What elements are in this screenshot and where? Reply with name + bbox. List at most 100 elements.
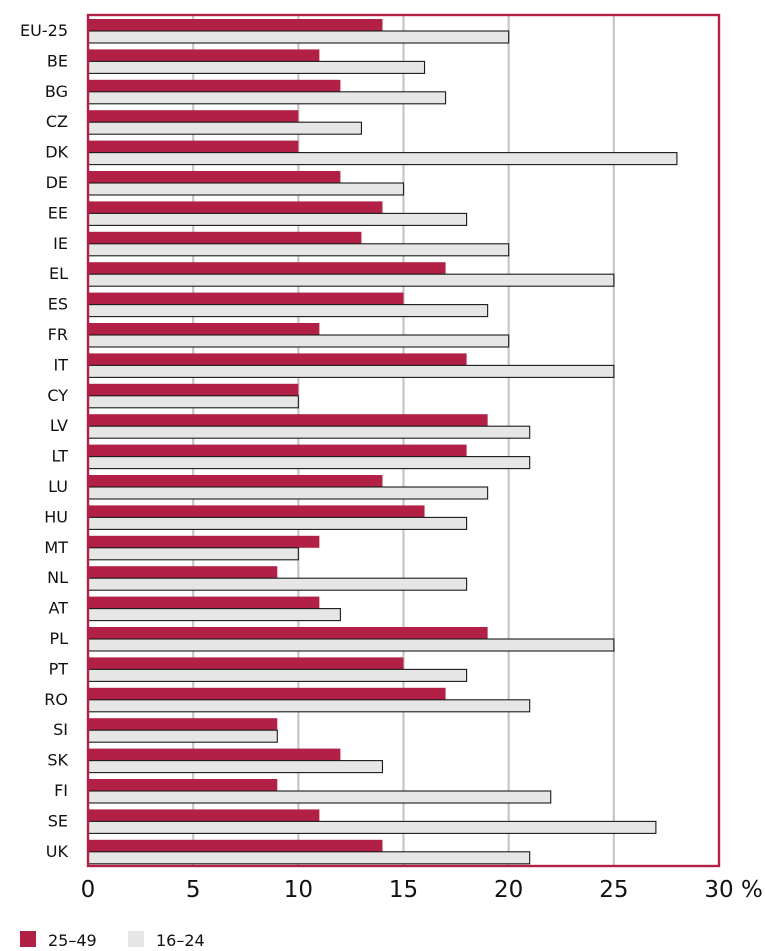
x-tick-label: 25 [599,877,628,903]
bar-16-24-RO [87,699,531,713]
category-label: SK [47,751,68,770]
bar-25-49-PL [88,627,488,639]
legend-label-16-24: 16–24 [156,931,205,950]
bar-25-49-IT [88,353,467,366]
bar-25-49-IE [88,231,362,244]
category-label: SE [48,811,68,830]
bar-16-24-ES [87,304,489,318]
bars [87,19,678,865]
bar-16-24-LT [87,456,531,470]
category-label: BG [45,82,68,101]
bar-25-49-CZ [88,110,299,123]
bar-16-24-LU [87,486,489,500]
x-tick-label: 5 [186,877,201,903]
bar-25-49-EU-25 [88,19,383,31]
bar-16-24-SK [87,760,384,774]
bar-16-24-BG [87,91,447,105]
category-label: IT [54,355,69,374]
category-label: DE [46,173,68,192]
bar-16-24-IT [87,364,615,378]
bar-25-49-DE [88,171,341,183]
category-label: EL [49,264,68,283]
x-tick-label: 10 [284,877,313,903]
bar-25-49-LU [88,475,383,487]
x-tick-label: 15 [389,877,418,903]
category-label: PL [49,629,68,648]
bar-25-49-LV [88,414,488,427]
category-label: CZ [46,112,68,131]
bar-16-24-HU [87,516,468,530]
x-tick-label: 0 [81,877,96,903]
bar-16-24-UK [87,851,531,865]
category-label: UK [46,842,69,861]
category-label: NL [47,568,68,587]
category-label: LV [50,416,68,435]
category-label: LU [48,477,68,496]
bar-25-49-UK [88,839,383,852]
bar-16-24-CY [87,395,299,409]
category-labels: EU-25 BE BG CZ DK DE EE IE EL ES FR IT CY LV LT LU HU MT N… [20,21,68,861]
bar-16-24-FR [87,334,510,348]
bar-25-49-NL [88,566,278,579]
legend: 25–49 16–24 [20,931,205,950]
bar-25-49-HU [88,505,425,518]
bar-16-24-SI [87,729,278,743]
category-label: FR [48,325,68,344]
category-label: BE [47,51,68,70]
category-label: MT [44,538,68,557]
bar-25-49-AT [88,596,320,609]
bar-25-49-EL [88,262,446,275]
category-label: HU [44,507,68,526]
bar-25-49-ES [88,292,404,305]
bar-25-49-FR [88,323,320,335]
category-label: IE [53,234,68,253]
bar-16-24-EE [87,212,468,226]
bar-16-24-DK [87,152,678,166]
bar-16-24-BE [87,60,426,74]
x-tick-labels: 0 5 10 15 20 25 30% [81,877,763,903]
bar-16-24-FI [87,790,552,804]
bar-25-49-PT [88,657,404,670]
category-label: RO [44,690,68,709]
bar-16-24-LV [87,425,531,439]
x-tick-label: 20 [494,877,523,903]
bar-16-24-CZ [87,121,362,135]
plot-border [86,13,721,868]
category-label: ES [48,295,68,314]
bar-16-24-IE [87,243,510,257]
bar-25-49-LT [88,444,467,457]
category-label: DK [45,143,68,162]
bar-16-24-MT [87,547,299,561]
bar-16-24-DE [87,182,405,196]
category-label: EE [48,203,68,222]
bar-16-24-EU-25 [87,30,510,44]
bar-16-24-EL [87,273,615,287]
bar-16-24-NL [87,577,468,591]
legend-swatch-16-24 [128,931,144,947]
category-label: SI [53,720,68,739]
bar-25-49-MT [88,535,320,548]
x-tick-label: 30 [704,877,733,903]
bar-16-24-AT [87,608,341,622]
category-label: EU-25 [20,21,68,40]
legend-label-25-49: 25–49 [48,931,97,950]
bar-25-49-FI [88,779,278,791]
bar-25-49-CY [88,383,299,396]
bar-25-49-SE [88,809,320,822]
category-label: FI [54,781,68,800]
bar-25-49-EE [88,201,383,214]
x-unit-label: % [741,877,763,903]
category-label: CY [47,386,68,405]
bar-16-24-SE [87,820,657,834]
plot-frame [86,13,721,868]
bar-25-49-BE [88,49,320,62]
bar-25-49-SI [88,718,278,731]
legend-swatch-25-49 [20,931,36,947]
bar-25-49-BG [88,79,341,92]
bar-16-24-PT [87,668,468,682]
bar-25-49-SK [88,748,341,761]
bar-16-24-PL [87,638,615,652]
bar-25-49-DK [88,140,299,153]
